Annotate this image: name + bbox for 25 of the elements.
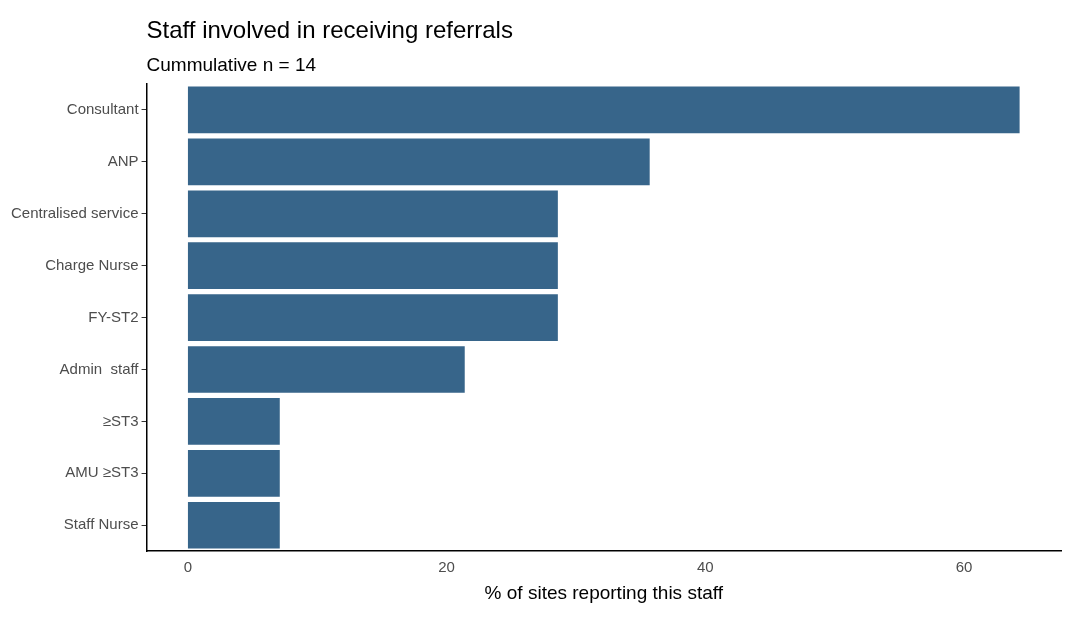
x-tick-label: 0 <box>183 558 193 576</box>
x-tick-label: 60 <box>955 558 973 576</box>
y-tick-label: Centralised service <box>10 203 139 221</box>
bar <box>187 449 280 497</box>
y-tick-label: Staff Nurse <box>63 515 139 533</box>
y-tick-label: Charge Nurse <box>45 255 139 273</box>
y-tick-label: FY-ST2 <box>88 307 139 325</box>
bar <box>187 346 465 393</box>
y-tick-label: Admin staff <box>59 359 140 377</box>
bar <box>187 138 650 186</box>
bar <box>187 501 280 549</box>
chart-subtitle: Cummulative n = 14 <box>146 54 317 75</box>
chart-title: Staff involved in receiving referrals <box>146 16 513 43</box>
x-axis-title: % of sites reporting this staff <box>484 581 724 603</box>
bar <box>187 294 558 341</box>
x-tick-label: 20 <box>438 558 455 576</box>
bar <box>187 242 558 290</box>
bar <box>187 398 280 445</box>
x-tick-label: 40 <box>696 558 714 576</box>
bar <box>187 190 558 238</box>
y-tick-label: ANP <box>107 152 139 170</box>
y-tick-label: ≥ST3 <box>102 411 139 429</box>
bar <box>187 86 1020 134</box>
y-tick-label: Consultant <box>66 100 140 118</box>
y-tick-label: AMU ≥ST3 <box>65 463 139 481</box>
